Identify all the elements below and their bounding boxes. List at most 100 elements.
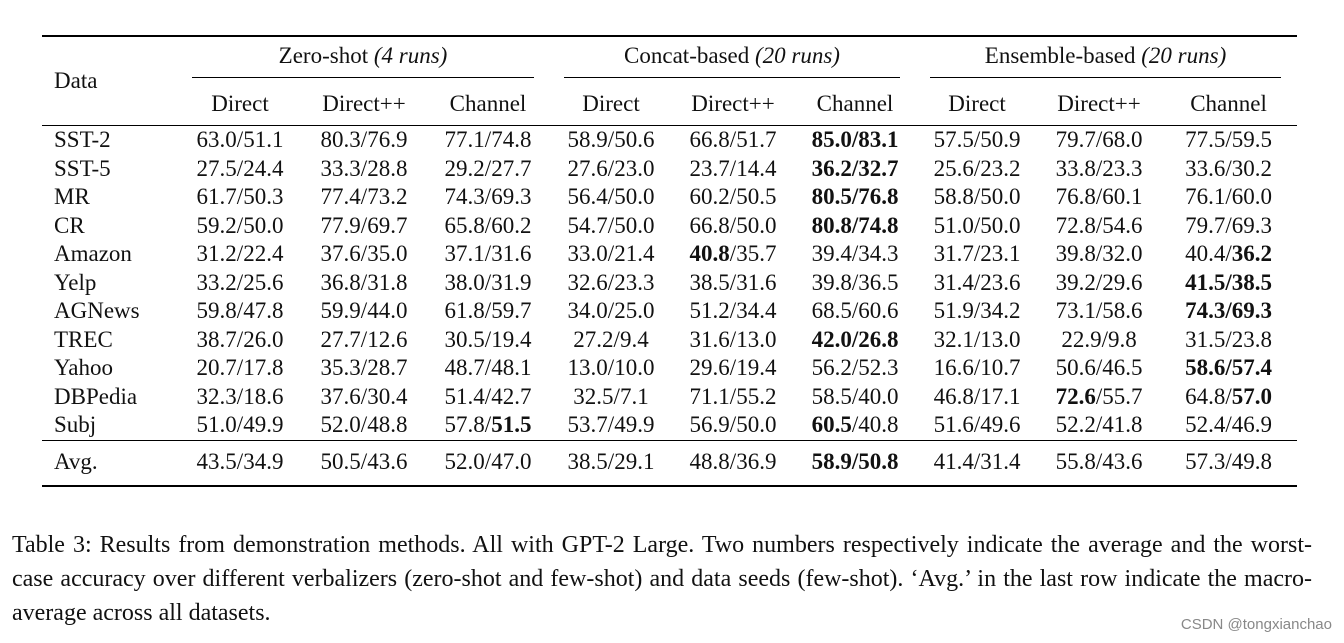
worst-case-accuracy: 10.7 bbox=[980, 355, 1021, 380]
average-accuracy: 33.8 bbox=[1055, 155, 1096, 181]
worst-case-accuracy: 14.4 bbox=[736, 155, 777, 181]
score-cell: 23.7/14.4 bbox=[672, 155, 794, 184]
score-cell: 60.5/40.8 bbox=[794, 411, 916, 440]
average-accuracy: 71.1 bbox=[689, 383, 730, 409]
group-name: Concat-based bbox=[624, 43, 750, 69]
worst-case-accuracy: 12.6 bbox=[367, 326, 408, 352]
separator: / bbox=[1095, 412, 1103, 437]
score-cell: 31.7/23.1 bbox=[916, 240, 1038, 269]
average-accuracy: 13.0 bbox=[567, 355, 608, 380]
separator: / bbox=[607, 449, 615, 475]
worst-case-accuracy: 47.0 bbox=[491, 449, 532, 475]
score-cell: 37.6/30.4 bbox=[302, 383, 426, 412]
score-cell: 29.2/27.7 bbox=[426, 155, 550, 184]
worst-case-accuracy: 26.8 bbox=[858, 326, 899, 352]
score-cell: 29.6/19.4 bbox=[672, 354, 794, 383]
worst-case-accuracy: 23.2 bbox=[980, 155, 1021, 181]
worst-case-accuracy: 36.2 bbox=[1231, 241, 1272, 266]
score-cell: 52.4/46.9 bbox=[1160, 411, 1297, 440]
score-cell: 72.8/54.6 bbox=[1038, 212, 1160, 241]
score-cell: 63.0/51.1 bbox=[178, 125, 302, 155]
separator: / bbox=[484, 326, 492, 352]
average-accuracy: 66.8 bbox=[689, 127, 730, 152]
worst-case-accuracy: 29.6 bbox=[1102, 269, 1143, 295]
worst-case-accuracy: 57.0 bbox=[1231, 383, 1272, 409]
separator: / bbox=[484, 412, 492, 437]
average-accuracy: 38.0 bbox=[444, 269, 485, 295]
score-cell: 39.4/34.3 bbox=[794, 240, 916, 269]
worst-case-accuracy: 54.6 bbox=[1102, 212, 1143, 238]
score-cell: 80.8/74.8 bbox=[794, 212, 916, 241]
results-table: Data Zero-shot (4 runs) Concat-based (20… bbox=[42, 35, 1298, 487]
separator: / bbox=[484, 127, 492, 152]
method-header: Direct bbox=[211, 90, 269, 116]
separator: / bbox=[484, 449, 492, 475]
separator: / bbox=[613, 326, 620, 352]
score-cell: 79.7/69.3 bbox=[1160, 212, 1297, 241]
separator: / bbox=[973, 212, 981, 238]
worst-case-accuracy: 30.2 bbox=[1231, 155, 1272, 181]
separator: / bbox=[729, 383, 737, 409]
separator: / bbox=[613, 383, 620, 409]
score-cell: 57.3/49.8 bbox=[1160, 439, 1298, 487]
score-cell: 46.8/17.1 bbox=[916, 383, 1038, 412]
table-row: TREC 38.7/26.0 27.7/12.6 30.5/19.4 27.2/9.4 3… bbox=[42, 326, 1297, 355]
separator: / bbox=[484, 355, 492, 380]
score-cell: 39.8/32.0 bbox=[1038, 240, 1160, 269]
score-cell: 52.0/48.8 bbox=[302, 411, 426, 440]
score-cell: 30.5/19.4 bbox=[426, 326, 550, 355]
separator: / bbox=[1095, 449, 1103, 475]
worst-case-accuracy: 52.3 bbox=[858, 355, 899, 380]
worst-case-accuracy: 50.0 bbox=[736, 212, 777, 238]
score-cell: 65.8/60.2 bbox=[426, 212, 550, 241]
score-cell: 85.0/83.1 bbox=[794, 125, 917, 155]
separator: / bbox=[236, 449, 244, 475]
score-cell: 13.0/10.0 bbox=[550, 354, 672, 383]
average-accuracy: 61.8 bbox=[444, 298, 485, 323]
separator: / bbox=[973, 127, 981, 152]
score-cell: 61.8/59.7 bbox=[426, 297, 550, 326]
score-cell: 38.5/29.1 bbox=[550, 439, 672, 487]
separator: / bbox=[360, 184, 368, 209]
worst-case-accuracy: 18.6 bbox=[243, 383, 284, 409]
average-accuracy: 32.3 bbox=[196, 383, 237, 409]
average-accuracy: 77.5 bbox=[1185, 127, 1226, 152]
separator: / bbox=[1225, 326, 1232, 352]
worst-case-accuracy: 49.6 bbox=[980, 412, 1021, 437]
worst-case-accuracy: 49.8 bbox=[1231, 449, 1272, 475]
worst-case-accuracy: 34.2 bbox=[980, 298, 1021, 323]
score-cell: 76.1/60.0 bbox=[1160, 183, 1297, 212]
average-accuracy: 60.2 bbox=[689, 184, 730, 209]
separator: / bbox=[236, 355, 244, 380]
average-accuracy: 31.5 bbox=[1185, 326, 1226, 352]
separator: / bbox=[360, 383, 368, 409]
worst-case-accuracy: 24.4 bbox=[243, 155, 284, 181]
average-accuracy: 39.8 bbox=[811, 269, 852, 295]
score-cell: 27.5/24.4 bbox=[178, 155, 302, 184]
worst-case-accuracy: 31.6 bbox=[491, 241, 532, 266]
separator: / bbox=[484, 298, 492, 323]
score-cell: 40.4/36.2 bbox=[1160, 240, 1297, 269]
worst-case-accuracy: 35.7 bbox=[736, 241, 777, 266]
average-accuracy: 73.1 bbox=[1055, 298, 1096, 323]
separator: / bbox=[851, 449, 859, 475]
score-cell: 32.5/7.1 bbox=[550, 383, 672, 412]
average-accuracy: 35.3 bbox=[320, 355, 361, 380]
score-cell: 76.8/60.1 bbox=[1038, 183, 1160, 212]
worst-case-accuracy: 36.5 bbox=[858, 269, 899, 295]
score-cell: 56.4/50.0 bbox=[550, 183, 672, 212]
score-cell: 41.4/31.4 bbox=[916, 439, 1039, 487]
worst-case-accuracy: 69.3 bbox=[491, 184, 532, 209]
separator: / bbox=[607, 355, 615, 380]
worst-case-accuracy: 28.7 bbox=[367, 355, 408, 380]
method-header: Channel bbox=[1190, 90, 1267, 116]
worst-case-accuracy: 48.8 bbox=[367, 412, 408, 437]
separator: / bbox=[607, 269, 615, 295]
separator: / bbox=[973, 269, 981, 295]
average-accuracy: 52.0 bbox=[444, 449, 485, 475]
average-accuracy: 37.6 bbox=[320, 241, 361, 266]
separator: / bbox=[236, 212, 244, 238]
separator: / bbox=[973, 412, 981, 437]
separator: / bbox=[851, 355, 859, 380]
average-accuracy: 58.5 bbox=[811, 383, 852, 409]
